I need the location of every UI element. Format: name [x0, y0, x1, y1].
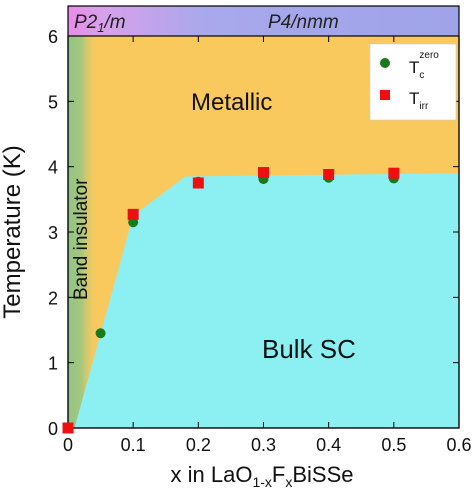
x-tick-label: 0.1 [121, 435, 146, 455]
region-label-bulk-sc: Bulk SC [262, 334, 356, 364]
x-axis-label: x in LaO1-xFxBiSSe [171, 462, 354, 490]
x-tick-label: 0 [63, 435, 73, 455]
x-tick-label: 0.2 [186, 435, 211, 455]
point-t-irr [323, 169, 335, 181]
phase-bar-background [68, 6, 459, 36]
point-t-irr [127, 208, 139, 220]
legend-marker-t-irr [380, 90, 390, 100]
phase-label-p21m: P21/m [74, 12, 126, 35]
region-bulk-sc [74, 173, 459, 428]
point-t-irr [192, 177, 204, 189]
legend: Tczero Tirr [369, 43, 457, 121]
legend-marker-tc-zero [380, 58, 390, 68]
phase-bar: P21/m P4/nmm [68, 6, 459, 36]
y-tick-label: 6 [48, 27, 58, 47]
data-markers [62, 167, 400, 434]
legend-label-tc-zero: Tczero [409, 50, 439, 81]
y-tick-label: 1 [48, 354, 58, 374]
y-axis-label: Temperature (K) [0, 145, 26, 318]
point-t-irr [258, 167, 269, 179]
legend-label-t-irr: Tirr [409, 89, 429, 112]
y-tick-label: 2 [48, 288, 58, 308]
x-tick-label: 0.3 [251, 435, 276, 455]
phase-regions [68, 36, 459, 428]
legend-box [369, 43, 457, 121]
axis-tick-labels: 0 0.1 0.2 0.3 0.4 0.5 0.6 0 1 2 3 4 5 6 [48, 27, 472, 455]
y-tick-label: 3 [48, 223, 58, 243]
y-tick-label: 0 [48, 419, 58, 439]
phase-label-p4nmm: P4/nmm [268, 12, 339, 33]
x-tick-label: 0.4 [316, 435, 341, 455]
y-tick-label: 5 [48, 92, 58, 112]
point-t-irr [62, 422, 74, 434]
y-tick-label: 4 [48, 158, 58, 178]
point-t-irr [388, 167, 400, 179]
x-tick-label: 0.5 [381, 435, 406, 455]
region-label-band-insulator: Band insulator [71, 178, 92, 300]
point-tc-zero [95, 328, 106, 339]
x-tick-label: 0.6 [446, 435, 471, 455]
region-label-metallic: Metallic [191, 89, 272, 116]
